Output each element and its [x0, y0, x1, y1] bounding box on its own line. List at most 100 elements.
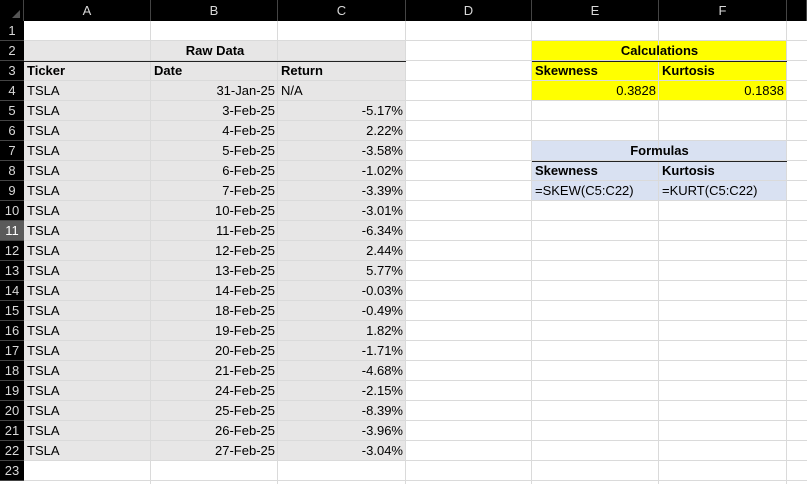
raw-data-date-cell[interactable]: 19-Feb-25 — [215, 323, 275, 338]
row-header-5[interactable]: 5 — [0, 101, 24, 121]
raw-data-return-cell[interactable]: -3.04% — [361, 443, 403, 458]
raw-data-ticker-cell[interactable]: TSLA — [27, 403, 60, 418]
raw-data-ticker-cell[interactable]: TSLA — [27, 363, 60, 378]
formulas-title[interactable]: Formulas — [630, 143, 689, 158]
column-header-e[interactable]: E — [532, 0, 659, 21]
raw-data-return-cell[interactable]: -4.68% — [361, 363, 403, 378]
row-header-11[interactable]: 11 — [0, 221, 24, 241]
raw-data-date-cell[interactable]: 6-Feb-25 — [222, 163, 275, 178]
raw-data-return-cell[interactable]: -3.58% — [361, 143, 403, 158]
formula-kurtosis-label[interactable]: Kurtosis — [662, 163, 715, 178]
raw-data-date-cell[interactable]: 31-Jan-25 — [216, 83, 275, 98]
select-all-corner[interactable] — [0, 0, 24, 21]
row-header-13[interactable]: 13 — [0, 261, 24, 281]
formula-skewness[interactable]: =SKEW(C5:C22) — [535, 183, 634, 198]
calc-kurtosis-label[interactable]: Kurtosis — [662, 63, 715, 78]
raw-data-date-cell[interactable]: 27-Feb-25 — [215, 443, 275, 458]
raw-data-date-cell[interactable]: 26-Feb-25 — [215, 423, 275, 438]
raw-data-date-cell[interactable]: 3-Feb-25 — [222, 103, 275, 118]
column-header-d[interactable]: D — [406, 0, 532, 21]
raw-data-return-cell[interactable]: 1.82% — [366, 323, 403, 338]
column-header-overflow[interactable] — [787, 0, 807, 21]
raw-data-ticker-cell[interactable]: TSLA — [27, 383, 60, 398]
raw-data-ticker-cell[interactable]: TSLA — [27, 183, 60, 198]
formula-kurtosis[interactable]: =KURT(C5:C22) — [662, 183, 758, 198]
raw-data-return-cell[interactable]: N/A — [281, 83, 303, 98]
date-header[interactable]: Date — [154, 63, 183, 78]
raw-data-date-cell[interactable]: 12-Feb-25 — [215, 243, 275, 258]
row-header-15[interactable]: 15 — [0, 301, 24, 321]
row-header-6[interactable]: 6 — [0, 121, 24, 141]
row-header-10[interactable]: 10 — [0, 201, 24, 221]
raw-data-ticker-cell[interactable]: TSLA — [27, 103, 60, 118]
raw-data-ticker-cell[interactable]: TSLA — [27, 283, 60, 298]
raw-data-ticker-cell[interactable]: TSLA — [27, 163, 60, 178]
raw-data-return-cell[interactable]: 2.44% — [366, 243, 403, 258]
raw-data-return-cell[interactable]: -6.34% — [361, 223, 403, 238]
row-header-1[interactable]: 1 — [0, 21, 24, 41]
calc-skewness-value[interactable]: 0.3828 — [616, 83, 656, 98]
raw-data-return-cell[interactable]: -3.96% — [361, 423, 403, 438]
raw-data-return-cell[interactable]: -8.39% — [361, 403, 403, 418]
raw-data-ticker-cell[interactable]: TSLA — [27, 243, 60, 258]
raw-data-date-cell[interactable]: 14-Feb-25 — [215, 283, 275, 298]
row-header-2[interactable]: 2 — [0, 41, 24, 61]
raw-data-ticker-cell[interactable]: TSLA — [27, 223, 60, 238]
ticker-header[interactable]: Ticker — [27, 63, 66, 78]
raw-data-title[interactable]: Raw Data — [185, 43, 245, 58]
raw-data-date-cell[interactable]: 20-Feb-25 — [215, 343, 275, 358]
column-header-f[interactable]: F — [659, 0, 787, 21]
formula-skewness-label[interactable]: Skewness — [535, 163, 598, 178]
calc-kurtosis-value[interactable]: 0.1838 — [744, 83, 784, 98]
row-header-4[interactable]: 4 — [0, 81, 24, 101]
raw-data-date-cell[interactable]: 21-Feb-25 — [215, 363, 275, 378]
column-header-a[interactable]: A — [24, 0, 151, 21]
raw-data-return-cell[interactable]: 5.77% — [366, 263, 403, 278]
row-header-17[interactable]: 17 — [0, 341, 24, 361]
raw-data-ticker-cell[interactable]: TSLA — [27, 303, 60, 318]
calculations-title[interactable]: Calculations — [620, 43, 699, 58]
raw-data-ticker-cell[interactable]: TSLA — [27, 263, 60, 278]
raw-data-date-cell[interactable]: 7-Feb-25 — [222, 183, 275, 198]
row-header-22[interactable]: 22 — [0, 441, 24, 461]
raw-data-ticker-cell[interactable]: TSLA — [27, 143, 60, 158]
row-header-18[interactable]: 18 — [0, 361, 24, 381]
raw-data-date-cell[interactable]: 5-Feb-25 — [222, 143, 275, 158]
raw-data-date-cell[interactable]: 13-Feb-25 — [215, 263, 275, 278]
row-header-16[interactable]: 16 — [0, 321, 24, 341]
row-header-20[interactable]: 20 — [0, 401, 24, 421]
raw-data-date-cell[interactable]: 18-Feb-25 — [215, 303, 275, 318]
calc-skewness-label[interactable]: Skewness — [535, 63, 598, 78]
row-header-7[interactable]: 7 — [0, 141, 24, 161]
raw-data-date-cell[interactable]: 10-Feb-25 — [215, 203, 275, 218]
return-header[interactable]: Return — [281, 63, 323, 78]
raw-data-ticker-cell[interactable]: TSLA — [27, 443, 60, 458]
row-header-8[interactable]: 8 — [0, 161, 24, 181]
raw-data-ticker-cell[interactable]: TSLA — [27, 343, 60, 358]
column-header-c[interactable]: C — [278, 0, 406, 21]
raw-data-return-cell[interactable]: -3.01% — [361, 203, 403, 218]
raw-data-date-cell[interactable]: 4-Feb-25 — [222, 123, 275, 138]
raw-data-return-cell[interactable]: 2.22% — [366, 123, 403, 138]
raw-data-return-cell[interactable]: -1.02% — [361, 163, 403, 178]
raw-data-return-cell[interactable]: -5.17% — [361, 103, 403, 118]
column-header-b[interactable]: B — [151, 0, 278, 21]
raw-data-ticker-cell[interactable]: TSLA — [27, 203, 60, 218]
row-header-12[interactable]: 12 — [0, 241, 24, 261]
raw-data-date-cell[interactable]: 25-Feb-25 — [215, 403, 275, 418]
row-header-21[interactable]: 21 — [0, 421, 24, 441]
row-header-23[interactable]: 23 — [0, 461, 24, 481]
row-header-9[interactable]: 9 — [0, 181, 24, 201]
raw-data-return-cell[interactable]: -0.03% — [361, 283, 403, 298]
raw-data-date-cell[interactable]: 24-Feb-25 — [215, 383, 275, 398]
raw-data-return-cell[interactable]: -0.49% — [361, 303, 403, 318]
raw-data-date-cell[interactable]: 11-Feb-25 — [215, 223, 275, 238]
row-header-19[interactable]: 19 — [0, 381, 24, 401]
raw-data-ticker-cell[interactable]: TSLA — [27, 123, 60, 138]
raw-data-return-cell[interactable]: -2.15% — [361, 383, 403, 398]
row-header-14[interactable]: 14 — [0, 281, 24, 301]
row-header-3[interactable]: 3 — [0, 61, 24, 81]
raw-data-ticker-cell[interactable]: TSLA — [27, 423, 60, 438]
raw-data-ticker-cell[interactable]: TSLA — [27, 83, 60, 98]
raw-data-return-cell[interactable]: -1.71% — [361, 343, 403, 358]
